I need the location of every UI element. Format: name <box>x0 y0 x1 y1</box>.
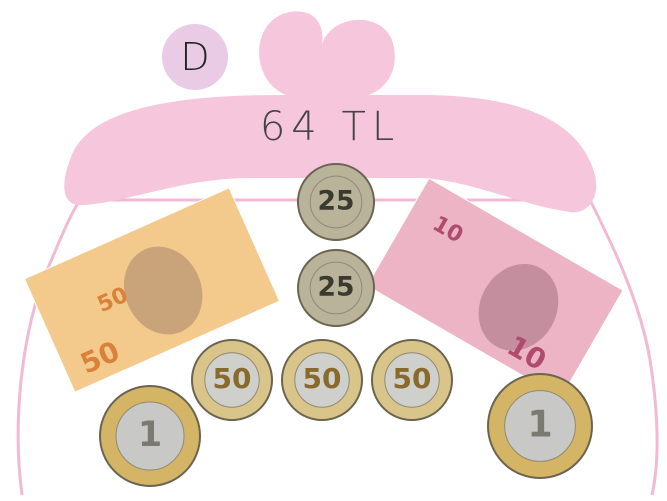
purse-knob <box>259 11 395 98</box>
coin-label: 1 <box>527 402 552 445</box>
coin-label: 50 <box>393 362 432 395</box>
coin-center <box>504 390 576 462</box>
coin: 25 <box>297 163 375 241</box>
banknote-portrait <box>123 246 203 335</box>
coin-center <box>309 175 363 229</box>
coin: 1 <box>99 385 201 487</box>
coin: 50 <box>191 339 273 421</box>
amount: 64 TL <box>260 104 400 150</box>
coin: 50 <box>371 339 453 421</box>
coin: 1 <box>487 373 593 479</box>
label: D <box>180 35 209 79</box>
coin-label: 1 <box>138 415 162 455</box>
coin-label: 25 <box>317 186 354 217</box>
coin-label: 50 <box>213 362 252 395</box>
coin-center <box>204 352 260 408</box>
coin-center <box>115 401 185 471</box>
banknote-portrait <box>478 263 559 351</box>
label-circle <box>162 24 228 90</box>
coin: 25 <box>297 249 375 327</box>
coin: 50 <box>281 339 363 421</box>
coin-center <box>309 261 363 315</box>
coin-center <box>384 352 440 408</box>
purse-clasp <box>64 95 597 213</box>
coin-label: 25 <box>317 272 354 303</box>
coin-center <box>294 352 350 408</box>
coin-label: 50 <box>303 362 342 395</box>
